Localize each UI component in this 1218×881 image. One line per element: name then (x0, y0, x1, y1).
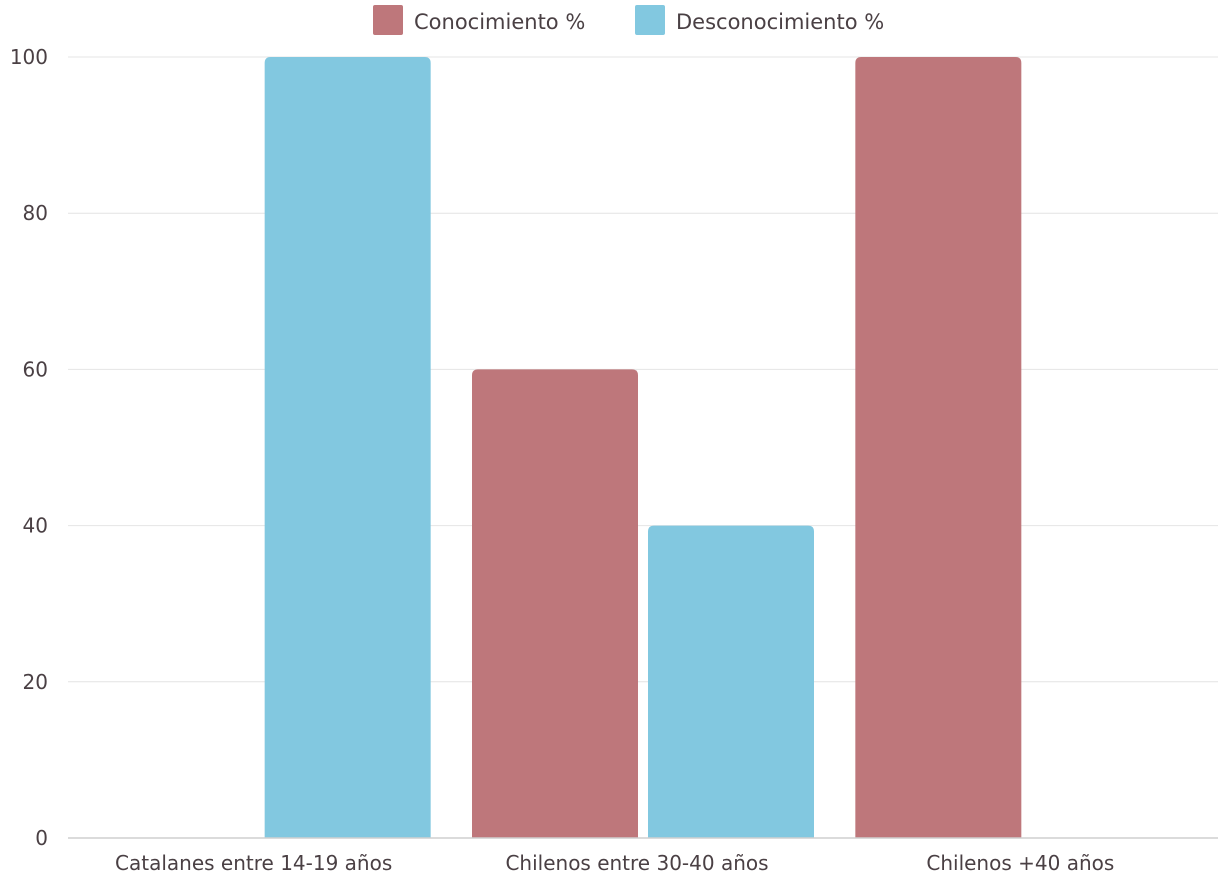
y-tick-label-80: 80 (23, 201, 48, 225)
x-tick-label-3: Chilenos +40 años (926, 851, 1114, 875)
bar-desconocimiento-1 (264, 57, 431, 838)
bar-conocimiento-3 (855, 57, 1022, 838)
bar-desconocimiento-2 (648, 525, 814, 838)
legend-label-desconocimiento: Desconocimiento % (676, 10, 884, 34)
legend: Conocimiento % Desconocimiento % (373, 5, 884, 35)
x-tick-label-1: Catalanes entre 14-19 años (115, 851, 392, 875)
legend-label-conocimiento: Conocimiento % (414, 10, 585, 34)
y-tick-label-20: 20 (23, 670, 48, 694)
grid-lines (68, 56, 1218, 683)
y-tick-label-40: 40 (23, 514, 48, 538)
y-tick-label-60: 60 (23, 357, 48, 381)
bar-conocimiento-2 (472, 369, 638, 838)
legend-swatch-conocimiento (373, 5, 403, 35)
y-tick-label-0: 0 (35, 826, 48, 850)
x-axis-labels: Catalanes entre 14-19 años Chilenos entre… (115, 851, 1114, 875)
bars (264, 57, 1022, 838)
y-axis-ticks: 0 20 40 60 80 100 (10, 45, 48, 850)
y-tick-label-100: 100 (10, 45, 48, 69)
x-tick-label-2: Chilenos entre 30-40 años (505, 851, 768, 875)
legend-swatch-desconocimiento (635, 5, 665, 35)
